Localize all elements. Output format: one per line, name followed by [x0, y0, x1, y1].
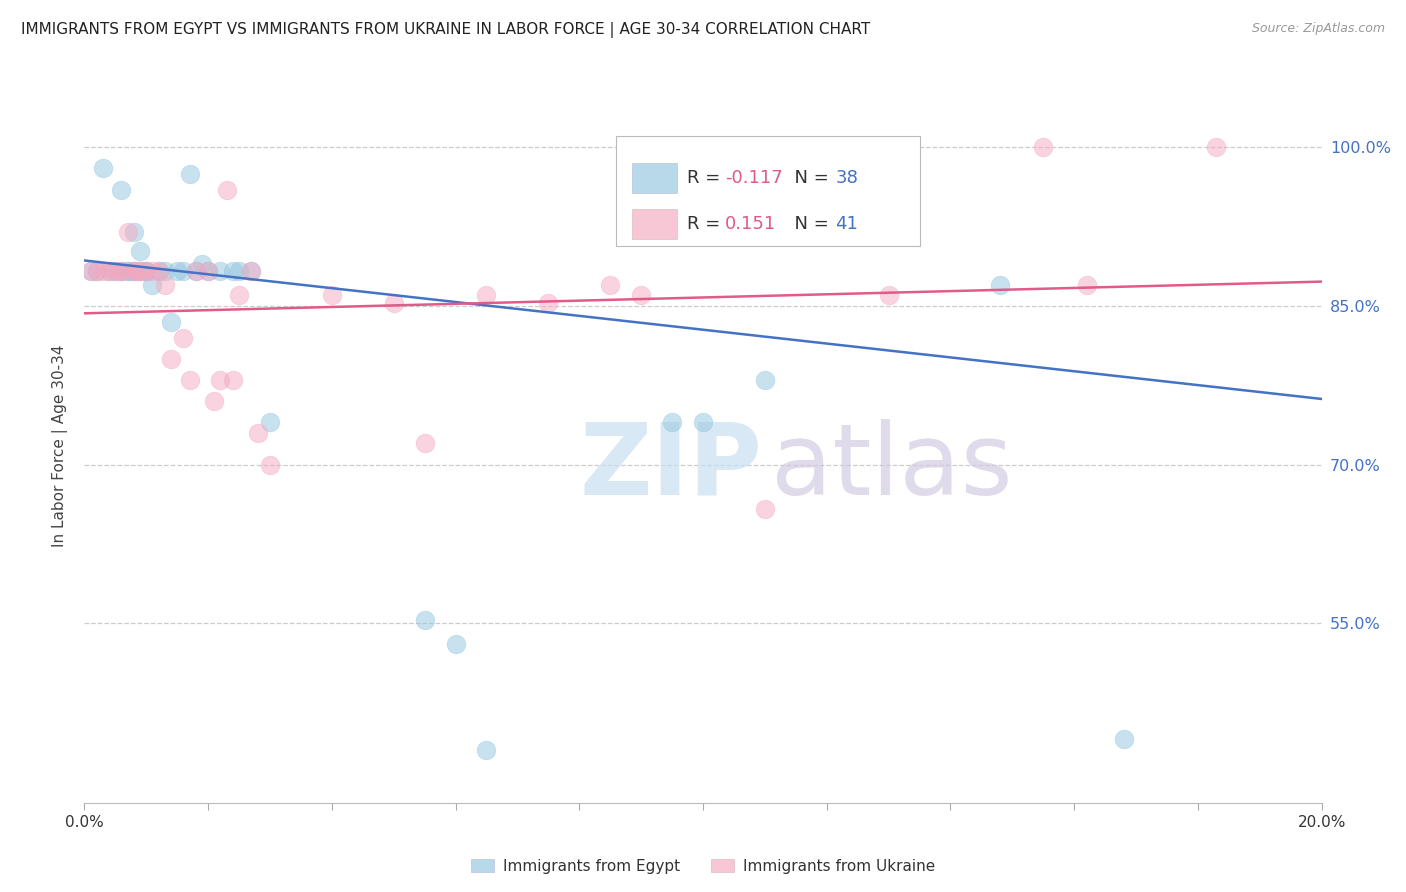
Point	[321, 288, 343, 302]
Point	[86, 264, 108, 278]
Point	[122, 264, 145, 278]
Point	[104, 264, 127, 278]
Point	[754, 502, 776, 516]
Point	[228, 288, 250, 302]
Point	[988, 277, 1011, 292]
Point	[104, 264, 127, 278]
Point	[202, 394, 225, 409]
Point	[172, 264, 194, 278]
Point	[692, 415, 714, 429]
Point	[1205, 140, 1227, 154]
Point	[148, 264, 170, 278]
Point	[877, 288, 900, 302]
Text: Source: ZipAtlas.com: Source: ZipAtlas.com	[1251, 22, 1385, 36]
Text: 0.151: 0.151	[725, 215, 776, 233]
Point	[537, 295, 560, 310]
Point	[141, 277, 163, 292]
Text: IMMIGRANTS FROM EGYPT VS IMMIGRANTS FROM UKRAINE IN LABOR FORCE | AGE 30-34 CORR: IMMIGRANTS FROM EGYPT VS IMMIGRANTS FROM…	[21, 22, 870, 38]
Point	[240, 264, 263, 278]
Point	[475, 743, 498, 757]
Point	[135, 264, 157, 278]
Point	[246, 425, 269, 440]
Point	[91, 161, 114, 176]
Text: 38: 38	[835, 169, 858, 187]
Point	[630, 288, 652, 302]
Point	[86, 264, 108, 278]
Point	[184, 264, 207, 278]
Point	[240, 264, 263, 278]
Y-axis label: In Labor Force | Age 30-34: In Labor Force | Age 30-34	[52, 344, 69, 548]
Text: 41: 41	[835, 215, 858, 233]
Point	[160, 315, 183, 329]
Point	[184, 264, 207, 278]
Point	[259, 458, 281, 472]
Point	[1076, 277, 1098, 292]
Point	[754, 373, 776, 387]
Point	[79, 264, 101, 278]
Point	[166, 264, 188, 278]
Point	[475, 288, 498, 302]
Point	[1032, 140, 1054, 154]
Point	[129, 264, 152, 278]
Point	[259, 415, 281, 429]
Point	[191, 257, 214, 271]
Point	[222, 373, 245, 387]
Point	[413, 613, 436, 627]
Point	[98, 264, 121, 278]
Point	[1112, 732, 1135, 747]
Point	[122, 264, 145, 278]
Text: N =: N =	[783, 215, 835, 233]
Point	[110, 264, 132, 278]
Text: ZIP: ZIP	[579, 419, 762, 516]
Point	[110, 264, 132, 278]
Point	[661, 415, 683, 429]
FancyBboxPatch shape	[633, 163, 678, 194]
Point	[148, 264, 170, 278]
Point	[599, 277, 621, 292]
Point	[129, 244, 152, 258]
FancyBboxPatch shape	[633, 209, 678, 239]
Point	[117, 225, 139, 239]
Point	[98, 264, 121, 278]
Point	[91, 264, 114, 278]
Point	[153, 264, 176, 278]
Text: atlas: atlas	[770, 419, 1012, 516]
Text: R =: R =	[688, 215, 731, 233]
Point	[79, 264, 101, 278]
Point	[153, 277, 176, 292]
Point	[122, 225, 145, 239]
Point	[179, 167, 201, 181]
Point	[209, 373, 232, 387]
Point	[135, 264, 157, 278]
Text: -0.117: -0.117	[725, 169, 783, 187]
Point	[228, 264, 250, 278]
Point	[222, 264, 245, 278]
Point	[117, 264, 139, 278]
Point	[110, 183, 132, 197]
Point	[382, 295, 405, 310]
Point	[117, 264, 139, 278]
Point	[141, 264, 163, 278]
Point	[413, 436, 436, 450]
Point	[129, 264, 152, 278]
Point	[110, 264, 132, 278]
Point	[122, 264, 145, 278]
Point	[197, 264, 219, 278]
Point	[215, 183, 238, 197]
Legend: Immigrants from Egypt, Immigrants from Ukraine: Immigrants from Egypt, Immigrants from U…	[465, 853, 941, 880]
Point	[172, 331, 194, 345]
Point	[209, 264, 232, 278]
Point	[197, 264, 219, 278]
Point	[135, 264, 157, 278]
Point	[160, 351, 183, 366]
Point	[129, 264, 152, 278]
Point	[444, 637, 467, 651]
Point	[179, 373, 201, 387]
FancyBboxPatch shape	[616, 136, 920, 246]
Text: R =: R =	[688, 169, 725, 187]
Text: N =: N =	[783, 169, 835, 187]
